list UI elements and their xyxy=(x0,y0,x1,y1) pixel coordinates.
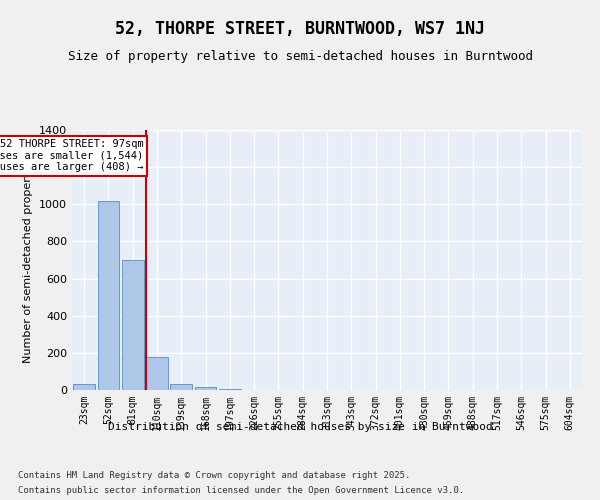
Text: Size of property relative to semi-detached houses in Burntwood: Size of property relative to semi-detach… xyxy=(67,50,533,63)
Bar xyxy=(97,200,119,390)
Text: 52, THORPE STREET, BURNTWOOD, WS7 1NJ: 52, THORPE STREET, BURNTWOOD, WS7 1NJ xyxy=(115,20,485,38)
Bar xyxy=(219,389,241,390)
Bar xyxy=(194,387,217,390)
Bar xyxy=(146,356,168,390)
Bar xyxy=(170,384,192,390)
Bar xyxy=(122,260,143,390)
Text: Contains HM Land Registry data © Crown copyright and database right 2025.: Contains HM Land Registry data © Crown c… xyxy=(18,471,410,480)
Y-axis label: Number of semi-detached properties: Number of semi-detached properties xyxy=(23,157,34,363)
Bar xyxy=(73,384,95,390)
Text: Distribution of semi-detached houses by size in Burntwood: Distribution of semi-detached houses by … xyxy=(107,422,493,432)
Text: 52 THORPE STREET: 97sqm
← 78% of semi-detached houses are smaller (1,544)
21% of: 52 THORPE STREET: 97sqm ← 78% of semi-de… xyxy=(0,140,143,172)
Text: Contains public sector information licensed under the Open Government Licence v3: Contains public sector information licen… xyxy=(18,486,464,495)
